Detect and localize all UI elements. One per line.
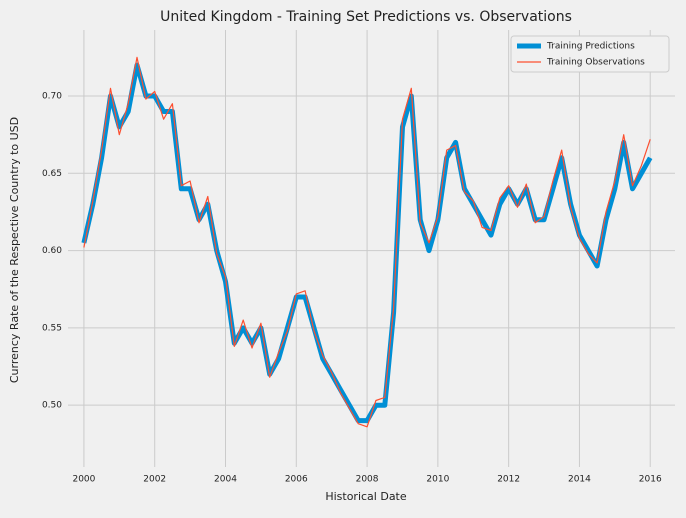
legend: Training Predictions Training Observation… bbox=[510, 35, 670, 73]
x-tick-label: 2004 bbox=[214, 475, 237, 485]
x-tick-label: 2002 bbox=[143, 475, 166, 485]
y-axis-label: Currency Rate of the Respective Country … bbox=[8, 117, 21, 383]
plot bbox=[81, 56, 653, 428]
x-tick-label: 2014 bbox=[568, 475, 591, 485]
legend-label: Training Predictions bbox=[546, 42, 635, 52]
x-tick-label: 2010 bbox=[426, 475, 449, 485]
x-tick-label: 2000 bbox=[72, 475, 95, 485]
y-tick-label: 0.50 bbox=[42, 401, 62, 411]
y-tick-label: 0.60 bbox=[42, 246, 62, 256]
legend-label: Training Observations bbox=[546, 58, 645, 68]
y-tick-label: 0.65 bbox=[42, 169, 62, 179]
legend-box bbox=[510, 35, 670, 73]
chart-title: United Kingdom - Training Set Prediction… bbox=[160, 9, 572, 25]
grid: 0.50 0.55 0.60 0.65 0.70 2000 2002 2004 2006 2008… bbox=[42, 30, 675, 485]
x-tick-label: 2012 bbox=[497, 475, 520, 485]
x-axis-label: Historical Date bbox=[325, 490, 407, 503]
x-tick-label: 2016 bbox=[639, 475, 662, 485]
x-tick-label: 2006 bbox=[285, 475, 308, 485]
y-tick-label: 0.70 bbox=[42, 92, 62, 102]
series-line bbox=[83, 56, 651, 428]
y-tick-label: 0.55 bbox=[42, 323, 62, 333]
x-tick-label: 2008 bbox=[356, 475, 379, 485]
